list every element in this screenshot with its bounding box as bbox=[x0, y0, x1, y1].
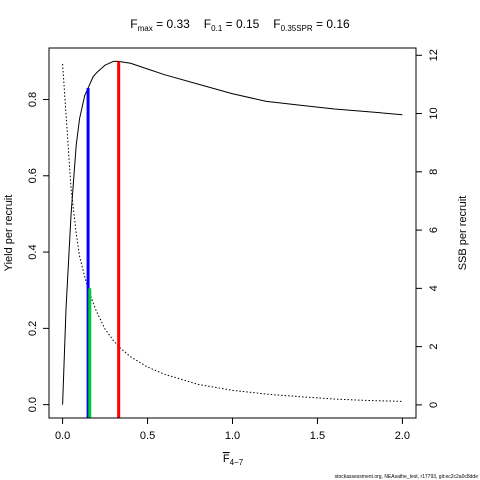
x-axis: 0.0 0.5 1.0 1.5 2.0 bbox=[55, 418, 410, 442]
title-symbol: F bbox=[130, 17, 137, 31]
chart-title: Fmax = 0.33 F0.1 = 0.15 F0.35SPR = 0.16 bbox=[130, 17, 350, 33]
x-tick-label: 1.0 bbox=[225, 430, 240, 442]
title-value: = 0.33 bbox=[153, 17, 190, 31]
y-right-tick-label: 10 bbox=[428, 107, 440, 119]
y-left-tick-label: 0.4 bbox=[27, 244, 39, 259]
y-right-tick-label: 2 bbox=[428, 344, 440, 350]
x-tick-label: 0.0 bbox=[55, 430, 70, 442]
x-tick-label: 1.5 bbox=[310, 430, 325, 442]
plot-area bbox=[62, 60, 403, 418]
y-right-tick-label: 6 bbox=[428, 227, 440, 233]
title-value: = 0.16 bbox=[313, 17, 350, 31]
title-symbol: F bbox=[273, 17, 280, 31]
title-subscript: max bbox=[138, 24, 153, 33]
title-value: = 0.15 bbox=[222, 17, 259, 31]
y-left-tick-label: 0.8 bbox=[27, 92, 39, 107]
y-right-tick-label: 0 bbox=[428, 402, 440, 408]
y-left-tick-label: 0.0 bbox=[27, 397, 39, 412]
y-right-tick-label: 8 bbox=[428, 169, 440, 175]
title-subscript: 0.35SPR bbox=[281, 24, 313, 33]
y-axis-right-title: SSB per recruit bbox=[457, 196, 469, 271]
footer-text: stockassessment.org, NEAsathe_test, r177… bbox=[335, 474, 479, 480]
title-subscript: 0.1 bbox=[211, 24, 223, 33]
y-right-tick-label: 4 bbox=[428, 285, 440, 291]
y-right-tick-label: 12 bbox=[428, 49, 440, 61]
x-axis-title: F4−7 bbox=[223, 453, 244, 467]
y-left-tick-label: 0.6 bbox=[27, 168, 39, 183]
y-axis-left-title: Yield per recruit bbox=[3, 195, 15, 272]
y-axis-right: 0 2 4 6 8 10 12 bbox=[416, 49, 440, 408]
y-axis-left: 0.0 0.2 0.4 0.6 0.8 bbox=[27, 92, 49, 412]
x-axis-title-subscript: 4−7 bbox=[230, 458, 244, 467]
x-axis-title-symbol: F bbox=[223, 453, 230, 465]
x-tick-label: 2.0 bbox=[395, 430, 410, 442]
title-symbol: F bbox=[204, 17, 211, 31]
x-tick-label: 0.5 bbox=[140, 430, 155, 442]
yield-per-recruit-line bbox=[62, 60, 403, 405]
y-left-tick-label: 0.2 bbox=[27, 321, 39, 336]
